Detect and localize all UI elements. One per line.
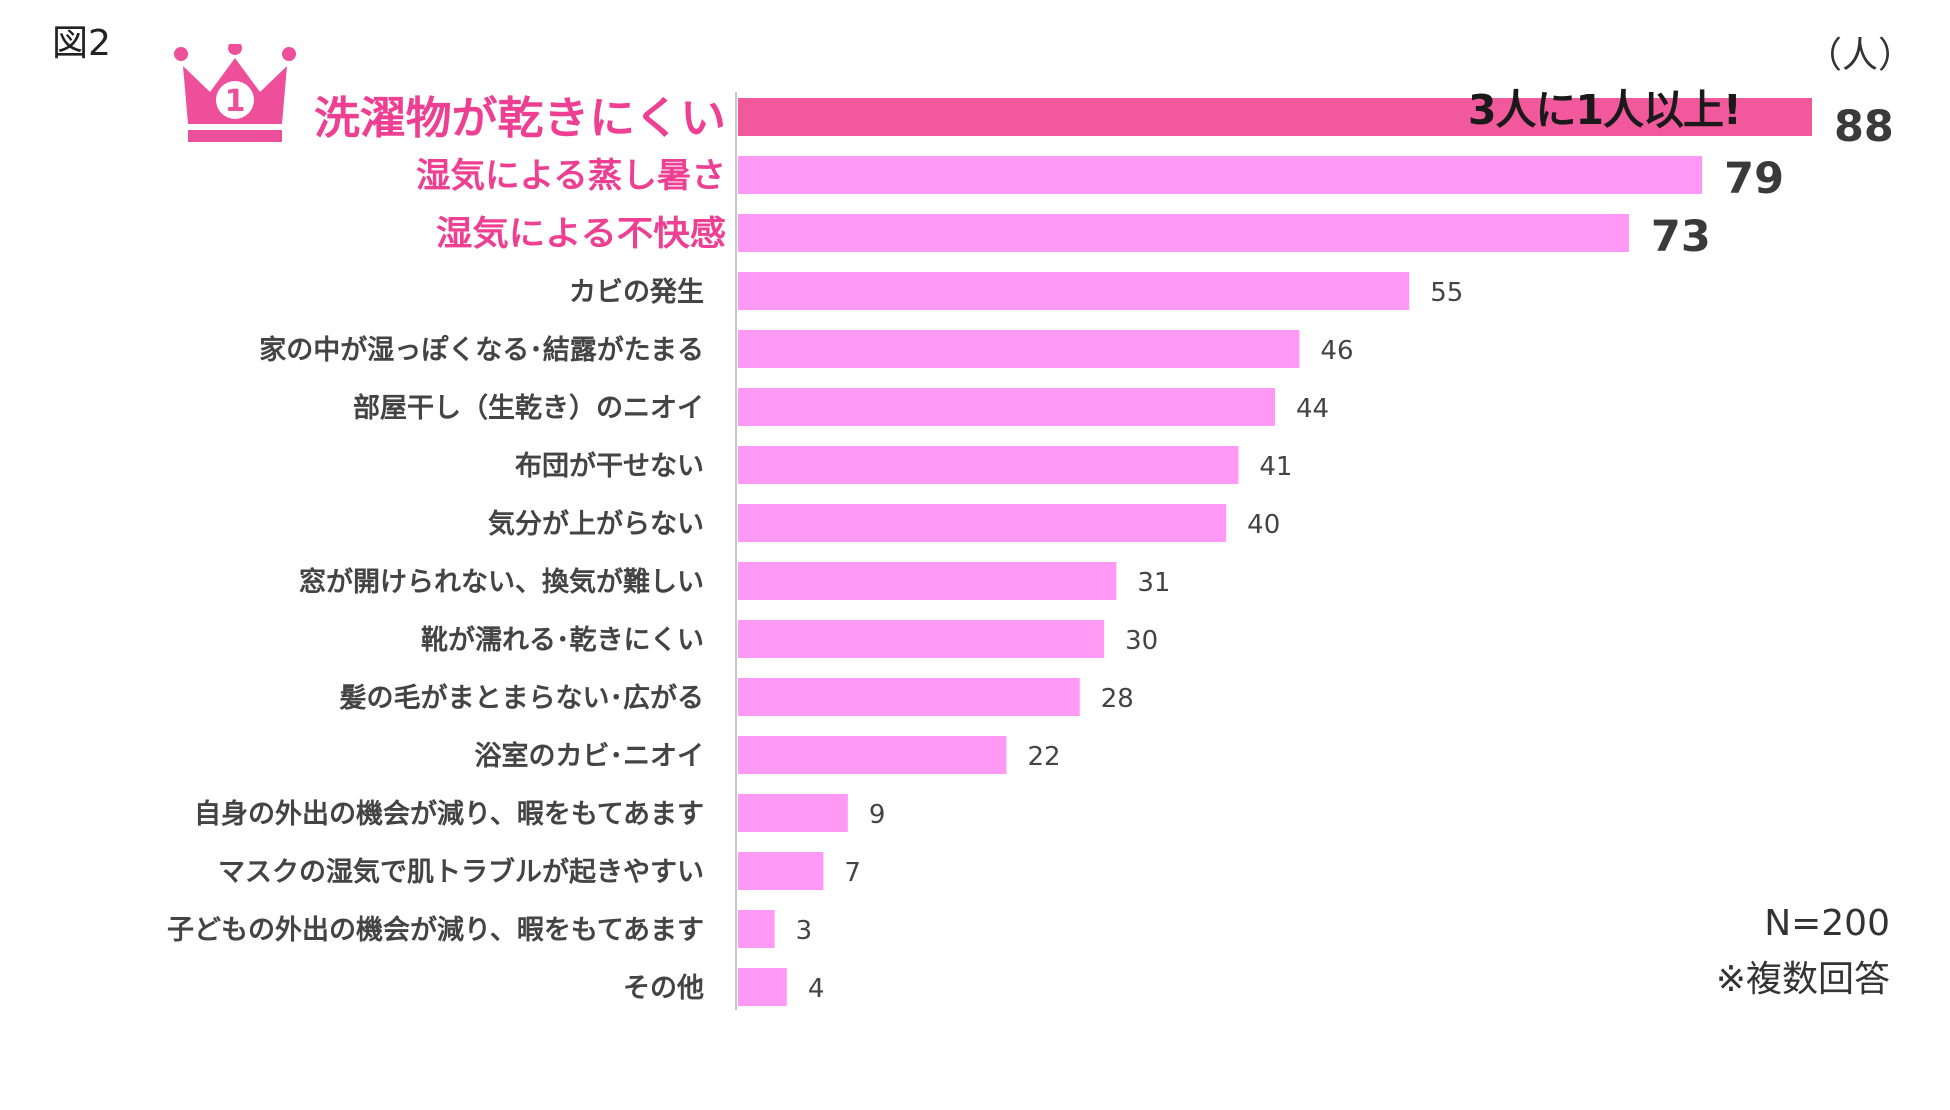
value-label-15: 3 (796, 916, 813, 946)
category-labels-group: 洗濯物が乾きにくい湿気による蒸し暑さ湿気による不快感カビの発生家の中が湿っぽくな… (167, 93, 726, 1004)
bar-11 (738, 678, 1080, 716)
bar-13 (738, 794, 848, 832)
value-label-9: 31 (1137, 568, 1170, 598)
bar-5 (738, 330, 1300, 368)
value-label-2: 79 (1724, 154, 1784, 204)
category-label-13: 自身の外出の機会が減り、暇をもてあます (194, 798, 704, 830)
category-label-14: マスクの湿気で肌トラブルが起きやすい (218, 856, 704, 888)
value-label-3: 73 (1651, 212, 1711, 262)
category-label-10: 靴が濡れる･乾きにくい (421, 624, 704, 656)
value-label-13: 9 (869, 800, 886, 830)
value-label-1: 88 (1834, 102, 1894, 152)
category-label-16: その他 (623, 973, 704, 1004)
value-label-16: 4 (808, 974, 825, 1004)
bar-9 (738, 562, 1117, 600)
crown-jewel-right (282, 47, 296, 61)
bar-6 (738, 388, 1275, 426)
bar-1 (738, 98, 1812, 136)
category-label-8: 気分が上がらない (488, 508, 704, 540)
category-label-2: 湿気による蒸し暑さ (416, 156, 726, 196)
figure-label: 図2 (52, 23, 111, 64)
value-label-10: 30 (1125, 626, 1158, 656)
bar-14 (738, 852, 824, 890)
category-label-4: カビの発生 (569, 277, 704, 308)
category-label-5: 家の中が湿っぽくなる･結露がたまる (259, 334, 704, 366)
category-label-11: 髪の毛がまとまらない･広がる (339, 682, 705, 714)
category-label-9: 窓が開けられない、換気が難しい (299, 566, 704, 598)
value-label-12: 22 (1028, 742, 1061, 772)
bars-group (738, 98, 1812, 1006)
crown-icon: 1 (174, 44, 296, 142)
bar-2 (738, 156, 1703, 194)
category-label-6: 部屋干し（生乾き）のニオイ (353, 392, 704, 424)
value-label-6: 44 (1296, 394, 1329, 424)
crown-base (188, 130, 282, 142)
unit-label: （人） (1806, 35, 1915, 76)
category-label-1: 洗濯物が乾きにくい (314, 93, 726, 144)
bar-4 (738, 272, 1410, 310)
value-label-4: 55 (1430, 278, 1463, 308)
value-label-11: 28 (1101, 684, 1134, 714)
multiple-answer-note: ※複数回答 (1715, 959, 1890, 1000)
category-label-3: 湿気による不快感 (436, 214, 726, 254)
bar-3 (738, 214, 1629, 252)
bar-12 (738, 736, 1007, 774)
value-label-14: 7 (844, 858, 861, 888)
bar-16 (738, 968, 787, 1006)
bar-8 (738, 504, 1227, 542)
value-label-5: 46 (1320, 336, 1353, 366)
sample-size-label: N=200 (1764, 903, 1890, 944)
crown-jewel-center (228, 44, 242, 55)
crown-number: 1 (225, 84, 246, 119)
category-label-12: 浴室のカビ･ニオイ (475, 740, 705, 772)
highlight-callout: 3人に1人以上! (1468, 86, 1742, 134)
bar-7 (738, 446, 1239, 484)
category-label-7: 布団が干せない (515, 450, 704, 482)
crown-jewel-left (174, 47, 188, 61)
value-label-8: 40 (1247, 510, 1280, 540)
bar-10 (738, 620, 1105, 658)
bar-15 (738, 910, 775, 948)
category-label-15: 子どもの外出の機会が減り、暇をもてあます (167, 914, 704, 946)
crown-badge (216, 81, 254, 119)
value-label-7: 41 (1259, 452, 1292, 482)
